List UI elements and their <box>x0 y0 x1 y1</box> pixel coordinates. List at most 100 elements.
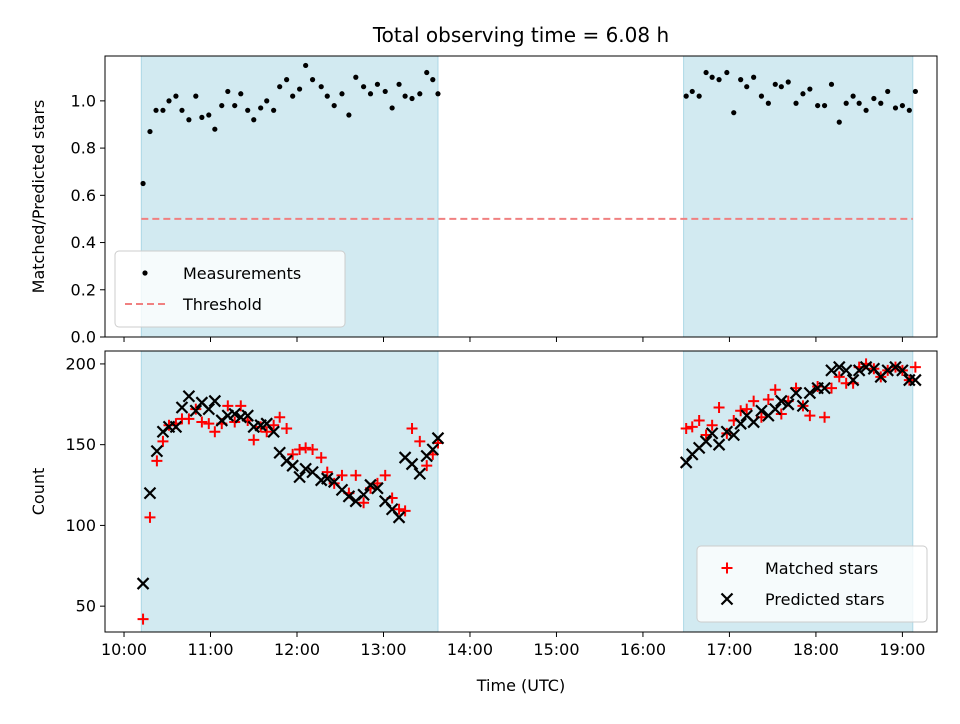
data-point <box>769 384 781 396</box>
data-point <box>909 361 921 373</box>
data-point <box>206 112 212 118</box>
y-tick-label: 0.6 <box>71 186 96 205</box>
data-point <box>405 457 419 471</box>
data-point <box>286 459 299 472</box>
data-point <box>190 403 202 415</box>
x-tick-label: 10:00 <box>101 640 147 659</box>
data-point <box>277 84 283 90</box>
data-point <box>713 402 725 414</box>
data-point <box>426 443 440 456</box>
data-point <box>331 102 337 109</box>
data-point <box>248 434 260 446</box>
data-point <box>821 102 828 109</box>
data-point <box>143 486 157 500</box>
data-point <box>819 411 831 423</box>
data-point <box>339 91 345 97</box>
data-point <box>202 402 216 416</box>
series-matched-stars <box>137 358 921 625</box>
data-point <box>199 114 205 120</box>
data-point <box>320 472 334 485</box>
data-point <box>720 425 734 439</box>
data-point <box>699 435 713 448</box>
data-point <box>160 107 166 113</box>
data-point <box>413 467 427 481</box>
data-point <box>863 107 869 113</box>
x-tick-label: 13:00 <box>360 640 406 659</box>
data-point <box>166 98 172 104</box>
x-tick-label: 16:00 <box>620 640 666 659</box>
data-point <box>169 420 183 434</box>
x-tick-label: 18:00 <box>793 640 839 659</box>
data-point <box>807 86 813 92</box>
data-point <box>307 444 319 456</box>
data-point <box>772 81 778 87</box>
data-point <box>336 469 348 481</box>
data-point <box>346 112 352 118</box>
data-point <box>734 417 747 430</box>
data-point <box>899 102 906 109</box>
data-point <box>290 93 296 99</box>
data-point <box>367 91 374 97</box>
data-point <box>300 442 312 454</box>
data-point <box>716 77 722 83</box>
data-point <box>360 84 367 90</box>
data-point <box>232 102 238 109</box>
data-point <box>371 481 384 495</box>
data-point <box>709 74 715 80</box>
data-point <box>264 98 270 104</box>
legend-marker <box>720 592 734 606</box>
data-point <box>151 455 163 467</box>
data-point <box>839 364 853 377</box>
data-point <box>241 409 254 422</box>
data-point <box>350 469 362 481</box>
data-point <box>825 382 837 394</box>
data-point <box>209 426 221 438</box>
x-tick-label: 11:00 <box>187 640 233 659</box>
data-point <box>318 84 324 90</box>
data-point <box>846 373 860 387</box>
data-point <box>856 100 862 106</box>
data-point <box>353 74 359 80</box>
data-point <box>878 100 884 106</box>
data-point <box>261 426 273 438</box>
x-axis-label: Time (UTC) <box>476 676 565 695</box>
data-point <box>287 448 299 460</box>
data-point <box>382 88 388 95</box>
data-point <box>804 410 816 422</box>
data-point <box>689 88 695 95</box>
y-tick-label: 50 <box>76 597 96 616</box>
data-point <box>705 427 719 440</box>
data-point <box>892 105 899 111</box>
data-point <box>274 411 286 423</box>
data-point <box>724 69 730 76</box>
legend: Matched stars Predicted stars <box>696 545 928 623</box>
data-point <box>399 505 411 517</box>
plot-frame <box>104 55 938 338</box>
data-point <box>219 102 225 109</box>
data-point <box>686 421 698 433</box>
data-point <box>885 88 891 95</box>
legend-marker <box>721 562 733 574</box>
data-point <box>850 93 856 99</box>
series-measurements <box>140 62 918 187</box>
data-point <box>796 399 810 413</box>
data-point <box>251 117 257 123</box>
data-point <box>303 62 309 69</box>
data-point <box>409 95 415 102</box>
data-point <box>358 497 370 509</box>
data-point <box>871 95 877 102</box>
y-tick-label: 0.4 <box>71 233 96 252</box>
data-point <box>781 398 795 411</box>
data-point <box>208 394 222 408</box>
data-point <box>768 402 782 416</box>
data-point <box>153 107 159 113</box>
data-point <box>396 81 402 87</box>
data-point <box>271 107 277 113</box>
data-point <box>379 469 391 481</box>
data-point <box>357 488 370 502</box>
data-point <box>281 423 293 435</box>
data-point <box>683 93 689 99</box>
data-point <box>906 107 912 113</box>
data-point <box>296 86 303 92</box>
